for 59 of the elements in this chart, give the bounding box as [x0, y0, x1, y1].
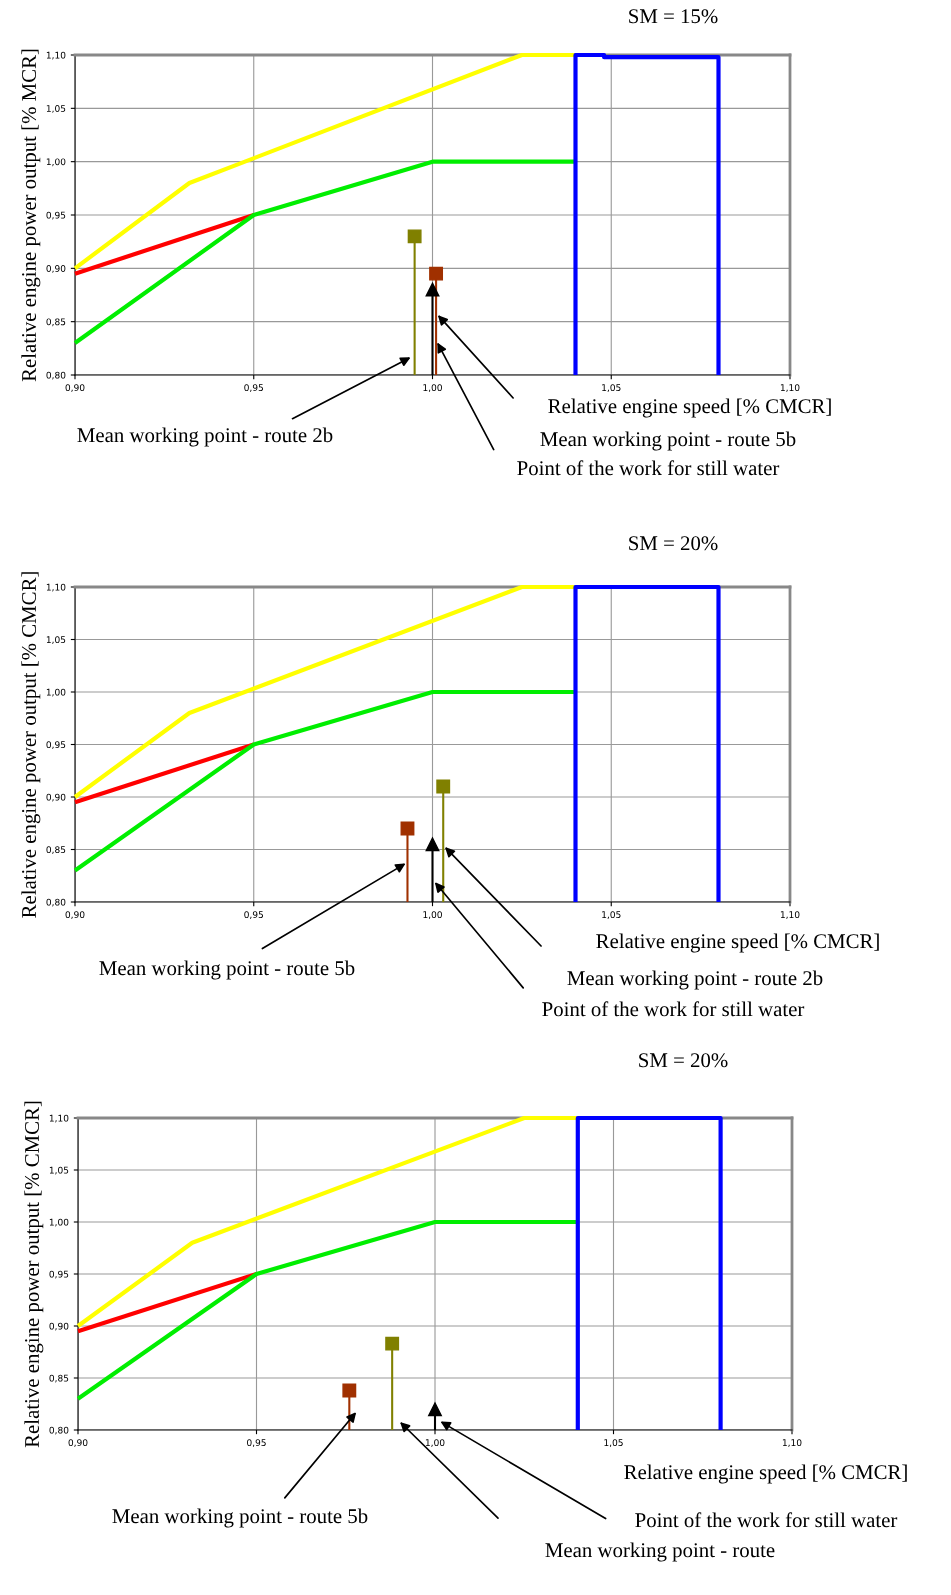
x-axis-title: Relative engine speed [% CMCR]: [596, 933, 879, 953]
text: Mean working point - route 2b: [77, 427, 333, 447]
y-tick-label: 1,00: [49, 1218, 69, 1227]
x-tick-label: 1,10: [782, 1439, 802, 1447]
y-tick-label: 1,05: [46, 105, 66, 113]
y-tick-label: 0,85: [49, 1374, 69, 1383]
y-tick-label: 0,95: [49, 1270, 69, 1279]
chart-title: SM = 20%: [629, 536, 718, 551]
y-axis-title: Relative engine power output [% MCR]: [21, 49, 41, 382]
text: Point of the work for still water: [517, 460, 780, 476]
y-tick-label: 1,05: [46, 636, 66, 644]
y-tick-label: 0,80: [49, 1426, 69, 1435]
x-tick-label: 1,00: [425, 1439, 445, 1447]
y-tick-label: 0,90: [49, 1322, 69, 1331]
x-tick-label: 0,95: [244, 911, 264, 919]
y-tick-label: 0,95: [46, 211, 66, 220]
text: Mean working point - route 5b: [112, 1508, 368, 1528]
text: Point of the work for still water: [542, 1001, 805, 1017]
y-tick-label: 0,85: [46, 318, 66, 327]
x-tick-label: 1,10: [780, 911, 800, 919]
point: [436, 779, 451, 794]
y-tick-label: 1,05: [49, 1166, 69, 1175]
y-tick-label: 1,10: [46, 51, 66, 60]
x-tick-label: 1,00: [423, 384, 442, 392]
y-tick-label: 0,80: [46, 898, 66, 907]
point: [428, 1402, 442, 1417]
x-tick-label: 1,10: [780, 384, 800, 392]
y-tick-label: 0,80: [46, 371, 66, 380]
x-tick-label: 1,05: [602, 911, 621, 919]
x-axis-title: Relative engine speed [% CMCR]: [624, 1464, 907, 1484]
point: [425, 837, 440, 852]
x-tick-label: 0,90: [65, 384, 85, 392]
y-tick-label: 1,00: [46, 688, 66, 697]
point: [342, 1383, 357, 1398]
text: Mean working point - route 2b: [567, 970, 823, 990]
chart-title: SM = 15%: [629, 9, 718, 24]
x-tick-label: 0,95: [247, 1439, 266, 1447]
text: Mean working point - route 5b: [99, 960, 355, 980]
y-tick-label: 1,10: [46, 583, 66, 592]
x-tick-label: 1,00: [423, 911, 442, 919]
text: Point of the work for still water: [635, 1512, 898, 1528]
y-tick-label: 0,90: [46, 265, 66, 273]
text: Mean working point - route: [545, 1542, 775, 1562]
y-tick-label: 0,95: [46, 741, 66, 749]
x-tick-label: 1,05: [602, 384, 621, 392]
y-tick-label: 0,90: [46, 793, 66, 802]
x-axis-title: Relative engine speed [% CMCR]: [548, 398, 831, 418]
y-tick-label: 1,00: [46, 158, 66, 167]
y-axis-title: Relative engine power output [% CMCR]: [24, 1101, 44, 1448]
y-tick-label: 1,10: [49, 1114, 69, 1123]
x-tick-label: 0,95: [244, 384, 264, 392]
x-tick-label: 1,05: [604, 1439, 623, 1447]
point: [385, 1336, 400, 1351]
y-tick-label: 0,85: [46, 846, 66, 854]
chart-title: SM = 20%: [639, 1053, 728, 1068]
y-axis-title: Relative engine power output [% CMCR]: [21, 572, 41, 918]
x-tick-label: 0,90: [68, 1439, 88, 1447]
text: Mean working point - route 5b: [540, 431, 796, 451]
x-tick-label: 0,90: [65, 911, 85, 919]
